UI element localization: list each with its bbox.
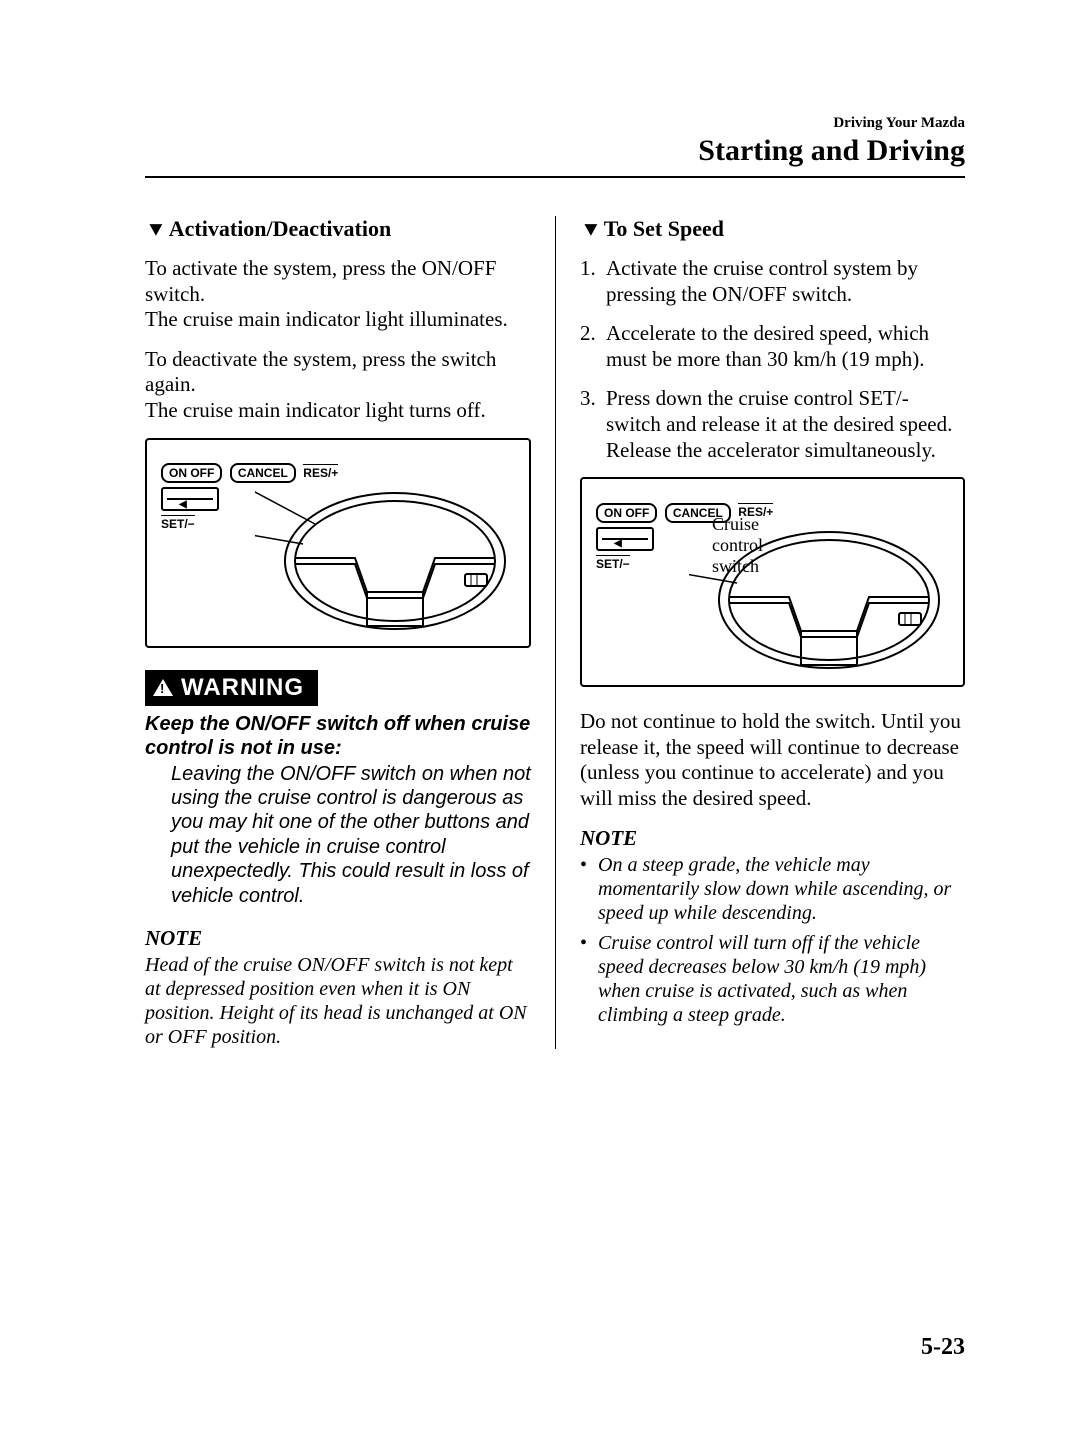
set-label: SET/−	[161, 515, 195, 531]
right-column: ▼To Set Speed Activate the cruise contro…	[555, 216, 965, 1049]
onoff-button-label: ON OFF	[596, 503, 657, 523]
rocker-switch-icon	[596, 527, 654, 551]
note-heading: NOTE	[145, 926, 531, 951]
steering-wheel-icon	[689, 505, 949, 675]
note-item: Cruise control will turn off if the vehi…	[580, 931, 965, 1027]
step-item: Press down the cruise control SET/- swit…	[580, 386, 965, 463]
warning-body: Leaving the ON/OFF switch on when not us…	[145, 762, 531, 908]
page-number: 5-23	[921, 1334, 965, 1361]
subhead-setspeed: ▼To Set Speed	[580, 216, 965, 242]
warning-triangle-icon	[153, 679, 173, 696]
step-item: Accelerate to the desired speed, which m…	[580, 321, 965, 372]
subhead-activation: ▼Activation/Deactivation	[145, 216, 531, 242]
note-heading: NOTE	[580, 826, 965, 851]
note-body: Head of the cruise ON/OFF switch is not …	[145, 953, 531, 1049]
note-item: On a steep grade, the vehicle may moment…	[580, 853, 965, 925]
tri-icon: ▼	[580, 217, 602, 240]
warning-title: Keep the ON/OFF switch off when cruise c…	[145, 712, 531, 760]
steering-wheel-icon	[255, 466, 515, 636]
para: To deactivate the system, press the swit…	[145, 347, 531, 424]
warning-badge: WARNING	[145, 670, 318, 706]
onoff-button-label: ON OFF	[161, 463, 222, 483]
chapter-title: Starting and Driving	[145, 134, 965, 168]
para: To activate the system, press the ON/OFF…	[145, 256, 531, 333]
set-label: SET/−	[596, 555, 630, 571]
figure-steering-wheel-right: ON OFF CANCEL ◀ RES/+ SET/− Cruise contr…	[580, 477, 965, 687]
steps-list: Activate the cruise control system by pr…	[580, 256, 965, 463]
step-item: Activate the cruise control system by pr…	[580, 256, 965, 307]
title-rule	[145, 176, 965, 178]
para: Do not continue to hold the switch. Unti…	[580, 709, 965, 811]
note-list: On a steep grade, the vehicle may moment…	[580, 853, 965, 1027]
left-column: ▼Activation/Deactivation To activate the…	[145, 216, 555, 1049]
figure-steering-wheel-left: ON OFF CANCEL ◀ RES/+ SET/−	[145, 438, 531, 648]
subhead-text: To Set Speed	[604, 216, 724, 241]
warning-label: WARNING	[181, 674, 304, 702]
chapter-small: Driving Your Mazda	[145, 115, 965, 132]
rocker-switch-icon	[161, 487, 219, 511]
tri-icon: ▼	[145, 217, 167, 240]
subhead-text: Activation/Deactivation	[169, 216, 391, 241]
